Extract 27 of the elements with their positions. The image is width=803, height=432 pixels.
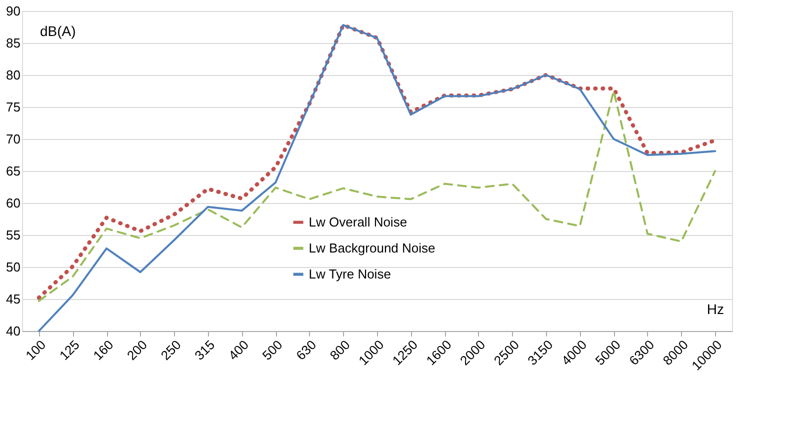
x-tick-label: 200: [124, 337, 150, 364]
y-tick-label: 65: [6, 164, 20, 178]
y-tick-label: 55: [6, 228, 20, 242]
line-series: [38, 90, 716, 302]
x-tick-label: 160: [90, 337, 116, 364]
x-tick-label: 125: [56, 337, 82, 364]
x-tick-label: 250: [158, 337, 184, 364]
x-tick-label: 630: [293, 337, 320, 364]
x-tick-label: 400: [226, 337, 252, 364]
legend-label: Lw Tyre Noise: [308, 266, 391, 282]
x-tick-label: 100: [22, 337, 49, 364]
y-tick-label: 45: [6, 292, 20, 306]
legend-label: Lw Overall Noise: [308, 214, 408, 230]
y-tick-label: 50: [6, 260, 20, 274]
x-tick-label: 315: [192, 337, 218, 364]
y-axis-title: dB(A): [40, 23, 76, 39]
legend-label: Lw Background Noise: [308, 240, 436, 256]
x-tick-label: 800: [326, 337, 353, 364]
y-tick-label: 80: [6, 68, 20, 82]
y-tick-label: 60: [6, 196, 20, 210]
y-tick-label: 40: [6, 324, 20, 338]
y-tick-label: 90: [6, 4, 20, 18]
y-tick-label: 75: [6, 100, 20, 114]
x-tick-label: 500: [259, 337, 286, 364]
y-tick-label: 85: [6, 36, 20, 50]
y-tick-label: 70: [6, 132, 20, 146]
x-axis-title: Hz: [706, 301, 724, 317]
